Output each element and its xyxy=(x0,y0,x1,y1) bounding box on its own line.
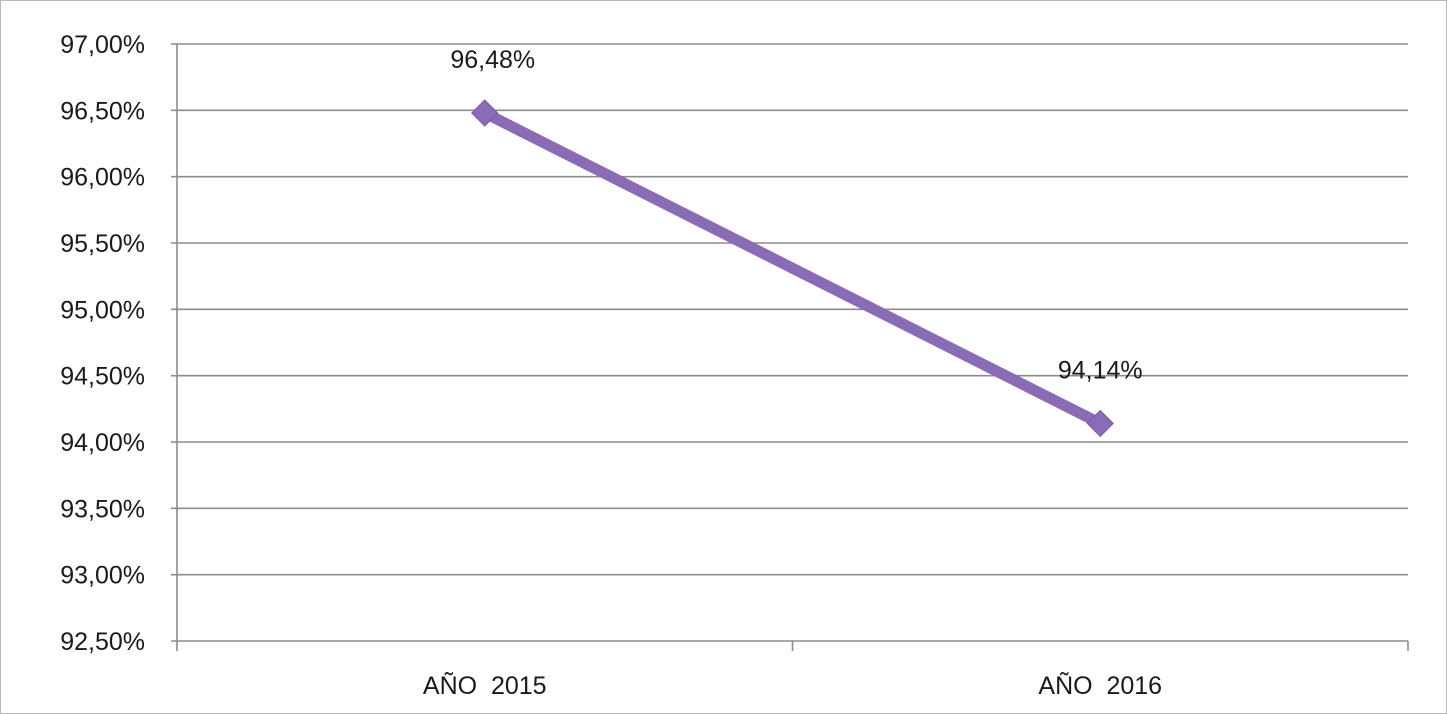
y-tick-label: 92,50% xyxy=(60,628,145,656)
data-labels: 96,48% 94,14% xyxy=(450,46,1142,384)
x-tick-label: AÑO 2015 xyxy=(423,671,547,700)
y-tick-label: 95,50% xyxy=(60,230,145,258)
series-line-group xyxy=(471,99,1114,438)
y-tick-label: 95,00% xyxy=(60,296,145,324)
y-tick-label: 96,00% xyxy=(60,164,145,192)
series-line xyxy=(479,107,1106,429)
y-tick-label: 94,00% xyxy=(60,429,145,457)
data-point-marker xyxy=(471,99,499,127)
x-tick-label: AÑO 2016 xyxy=(1038,671,1162,700)
data-point-marker xyxy=(1086,409,1114,438)
y-tick-label: 97,00% xyxy=(60,31,145,59)
y-tick-labels: 97,00% 96,50% 96,00% 95,50% 95,00% 94,50% 94,0… xyxy=(60,31,145,656)
y-tick-label: 94,50% xyxy=(60,363,145,391)
y-tick-label: 93,00% xyxy=(60,562,145,590)
gridlines xyxy=(171,43,1408,576)
x-tick-labels: AÑO 2015 AÑO 2016 xyxy=(423,671,1162,700)
axes xyxy=(171,44,1409,651)
y-tick-label: 96,50% xyxy=(60,97,145,125)
data-label: 96,48% xyxy=(450,46,535,74)
data-label: 94,14% xyxy=(1058,356,1143,384)
y-tick-label: 93,50% xyxy=(60,495,145,523)
